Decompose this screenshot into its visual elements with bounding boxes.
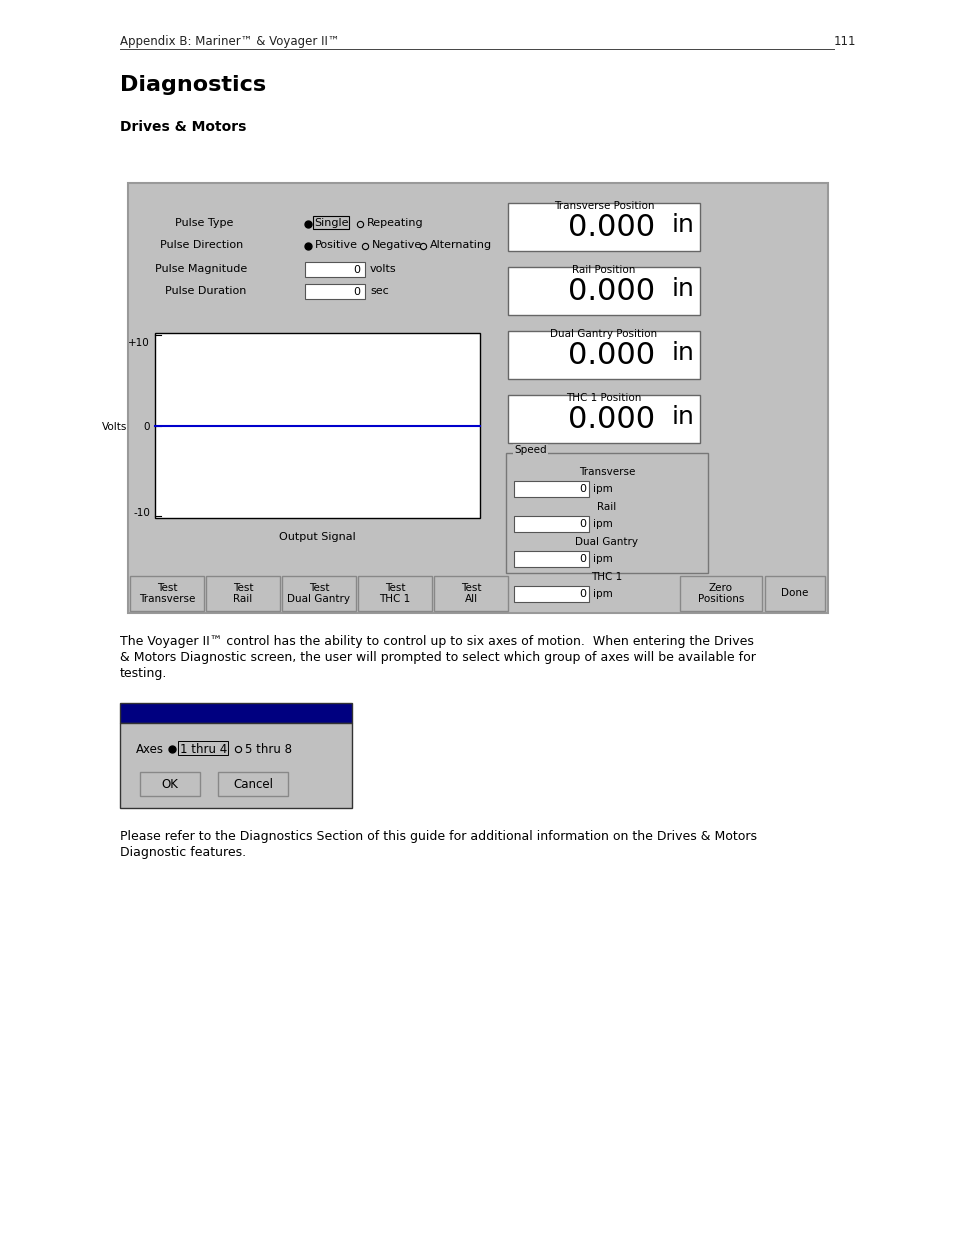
Text: ipm: ipm — [593, 484, 612, 494]
Text: Pulse Direction: Pulse Direction — [160, 240, 243, 249]
Text: Positive: Positive — [314, 240, 357, 249]
Text: Volts: Volts — [102, 421, 127, 431]
Text: volts: volts — [370, 264, 396, 274]
Bar — [154, 333, 479, 517]
Text: Output Signal: Output Signal — [279, 532, 355, 542]
Text: Axes: Axes — [136, 743, 164, 756]
Bar — [507, 267, 700, 315]
Text: 0.000: 0.000 — [567, 341, 655, 369]
Text: Speed: Speed — [514, 445, 546, 454]
Text: ipm: ipm — [593, 519, 612, 529]
Text: 5 thru 8: 5 thru 8 — [245, 743, 292, 756]
Text: 0: 0 — [578, 484, 585, 494]
Bar — [120, 722, 352, 808]
Text: testing.: testing. — [120, 667, 167, 680]
Text: OK: OK — [161, 778, 178, 790]
Text: THC 1 Position: THC 1 Position — [566, 393, 641, 403]
Bar — [434, 576, 507, 611]
Bar — [514, 585, 588, 601]
Bar — [305, 262, 365, 277]
Bar — [507, 203, 700, 251]
Bar — [282, 576, 355, 611]
Text: 0: 0 — [143, 421, 150, 431]
Bar — [140, 772, 200, 797]
Text: Alternating: Alternating — [430, 240, 492, 249]
Text: 0.000: 0.000 — [567, 277, 655, 305]
Text: Transverse: Transverse — [578, 467, 635, 477]
Text: Pulse Duration: Pulse Duration — [165, 287, 246, 296]
Text: ipm: ipm — [593, 589, 612, 599]
Text: Dual Gantry: Dual Gantry — [575, 537, 638, 547]
Text: The Voyager II™ control has the ability to control up to six axes of motion.  Wh: The Voyager II™ control has the ability … — [120, 635, 753, 648]
Text: Rail Position: Rail Position — [572, 266, 635, 275]
Bar — [514, 551, 588, 567]
Bar — [357, 576, 432, 611]
Bar — [764, 576, 824, 611]
Text: & Motors Diagnostic screen, the user will prompted to select which group of axes: & Motors Diagnostic screen, the user wil… — [120, 651, 755, 664]
Text: Cancel: Cancel — [233, 778, 273, 790]
Text: Pulse Magnitude: Pulse Magnitude — [154, 264, 247, 274]
Text: Repeating: Repeating — [367, 219, 423, 228]
Bar — [514, 480, 588, 496]
Bar — [507, 395, 700, 443]
Bar — [130, 576, 204, 611]
Bar — [305, 284, 365, 299]
Text: Negative: Negative — [372, 240, 422, 249]
Bar — [507, 331, 700, 379]
Text: Please refer to the Diagnostics Section of this guide for additional information: Please refer to the Diagnostics Section … — [120, 830, 757, 844]
Text: Test
Dual Gantry: Test Dual Gantry — [287, 583, 350, 604]
Text: 1 thru 4: 1 thru 4 — [180, 743, 227, 756]
Text: Done: Done — [781, 589, 808, 599]
Text: 0: 0 — [353, 266, 359, 275]
Text: Appendix B: Mariner™ & Voyager II™: Appendix B: Mariner™ & Voyager II™ — [120, 35, 339, 48]
Text: Zero
Positions: Zero Positions — [697, 583, 743, 604]
Text: Rail: Rail — [597, 501, 616, 513]
Bar — [128, 183, 827, 613]
Text: Diagnostic features.: Diagnostic features. — [120, 846, 246, 860]
Text: in: in — [672, 341, 695, 366]
Bar — [679, 576, 761, 611]
Text: in: in — [672, 212, 695, 237]
Text: sec: sec — [370, 287, 388, 296]
Bar — [313, 216, 349, 228]
Text: +10: +10 — [128, 338, 150, 348]
Text: 111: 111 — [833, 35, 856, 48]
Text: Test
THC 1: Test THC 1 — [379, 583, 410, 604]
Text: 0: 0 — [578, 555, 585, 564]
Text: 0: 0 — [578, 589, 585, 599]
Text: 0: 0 — [353, 287, 359, 296]
Bar — [505, 453, 707, 573]
Text: Diagnostics: Diagnostics — [120, 75, 266, 95]
Text: 0: 0 — [578, 519, 585, 529]
Text: THC 1: THC 1 — [591, 572, 622, 582]
Text: Dual Gantry Position: Dual Gantry Position — [550, 329, 657, 338]
Text: Test
All: Test All — [460, 583, 480, 604]
Text: in: in — [672, 277, 695, 301]
Bar — [206, 576, 280, 611]
Text: in: in — [672, 405, 695, 429]
Text: -10: -10 — [133, 508, 150, 517]
Text: Test
Transverse: Test Transverse — [139, 583, 195, 604]
Text: 0.000: 0.000 — [567, 405, 655, 433]
Text: Test
Rail: Test Rail — [233, 583, 253, 604]
Bar — [120, 703, 352, 722]
Bar — [178, 741, 228, 755]
Text: Transverse Position: Transverse Position — [553, 201, 654, 211]
Text: 0.000: 0.000 — [567, 212, 655, 242]
Bar — [218, 772, 288, 797]
Text: Pulse Type: Pulse Type — [174, 219, 233, 228]
Text: Drives & Motors: Drives & Motors — [120, 120, 246, 135]
Text: ipm: ipm — [593, 555, 612, 564]
Bar — [514, 516, 588, 532]
Text: Single: Single — [314, 219, 348, 228]
